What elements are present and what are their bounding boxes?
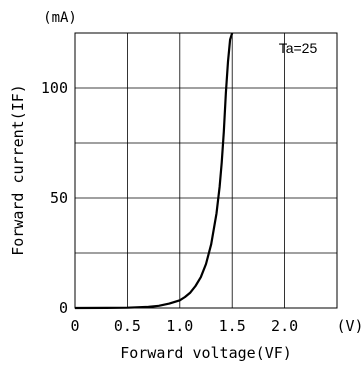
y-tick-label: 50 bbox=[50, 189, 68, 207]
curve-layer bbox=[74, 32, 234, 310]
series-line-if-vf bbox=[74, 32, 234, 310]
x-tick-label: 0 bbox=[70, 317, 79, 335]
x-tick-label: 1.5 bbox=[219, 317, 246, 335]
x-tick-label: 1.0 bbox=[166, 317, 193, 335]
y-unit-label: (mA) bbox=[43, 10, 77, 26]
x-tick-label: 2.0 bbox=[271, 317, 298, 335]
y-axis-label: Forward current(IF) bbox=[9, 84, 27, 256]
plot-frame bbox=[74, 32, 338, 309]
x-axis-label: Forward voltage(VF) bbox=[120, 344, 292, 362]
y-tick-label: 100 bbox=[41, 79, 68, 97]
x-unit-label: (V) bbox=[336, 317, 362, 335]
y-tick-label: 0 bbox=[59, 299, 68, 317]
grid bbox=[75, 33, 337, 308]
annotation-ta: Ta=25 bbox=[279, 40, 318, 56]
x-tick-label: 0.5 bbox=[114, 317, 141, 335]
tick-labels: 0 0.5 1.0 1.5 2.0 0 50 100 bbox=[41, 79, 298, 335]
